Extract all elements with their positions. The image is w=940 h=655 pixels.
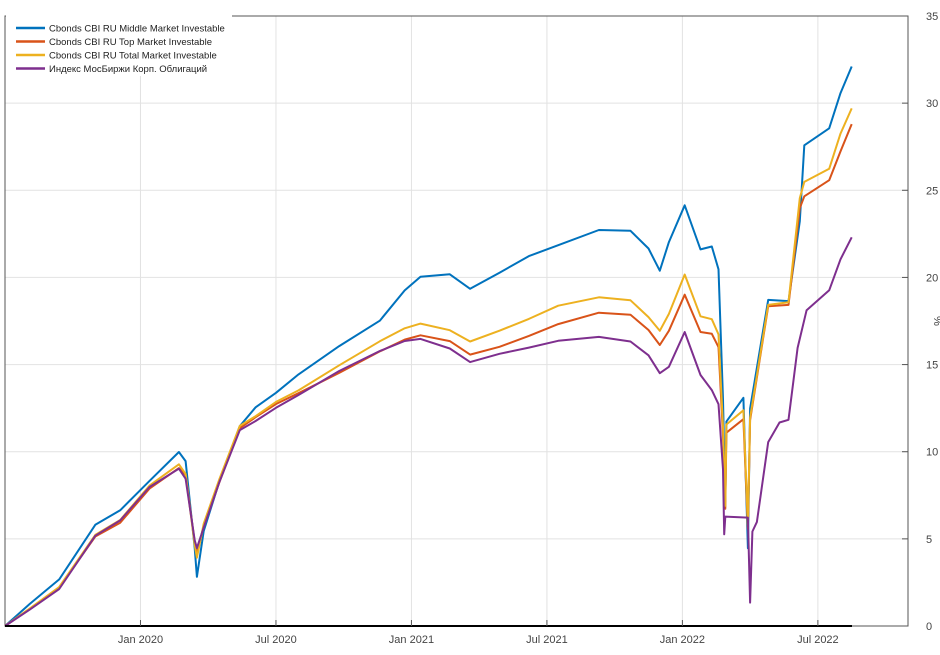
series-lines xyxy=(4,66,853,627)
x-tick-label: Jul 2022 xyxy=(797,634,839,646)
y-tick-label: 35 xyxy=(926,11,938,23)
legend: Cbonds CBI RU Middle Market Investable Cb… xyxy=(6,14,232,76)
series-line-0 xyxy=(4,66,853,627)
y-tick-label: 30 xyxy=(926,98,938,110)
y-tick-label: 20 xyxy=(926,272,938,284)
series-line-3 xyxy=(4,236,853,627)
x-axis: Jan 2020 Jul 2020 Jan 2021 Jul 2021 Jan 2022… xyxy=(118,620,839,646)
x-tick-label: Jan 2021 xyxy=(389,634,434,646)
x-tick-label: Jul 2020 xyxy=(255,634,297,646)
y-tick-label: 15 xyxy=(926,360,938,372)
y-tick-label: 25 xyxy=(926,185,938,197)
legend-label: Индекс МосБиржи Корп. Облигаций xyxy=(49,64,207,75)
y-tick-label: 0 xyxy=(926,621,932,633)
series-line-1 xyxy=(4,123,853,627)
x-tick-label: Jan 2022 xyxy=(660,634,705,646)
x-tick-label: Jul 2021 xyxy=(526,634,568,646)
x-tick-label: Jan 2020 xyxy=(118,634,163,646)
legend-label: Cbonds CBI RU Top Market Investable xyxy=(49,37,212,48)
y-tick-label: 5 xyxy=(926,534,932,546)
legend-label: Cbonds CBI RU Total Market Investable xyxy=(49,51,217,62)
y-tick-label: 10 xyxy=(926,447,938,459)
legend-label: Cbonds CBI RU Middle Market Investable xyxy=(49,24,225,35)
y-axis-label: % xyxy=(931,316,940,326)
grid xyxy=(5,16,908,626)
series-line-2 xyxy=(4,107,853,627)
y-axis: 0 5 10 15 20 25 30 35 xyxy=(902,11,938,633)
